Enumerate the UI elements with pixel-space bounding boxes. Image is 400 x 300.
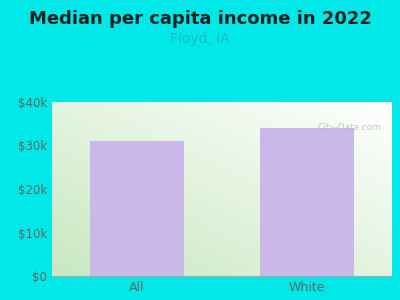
Bar	[260, 128, 354, 276]
Text: City-Data.com: City-Data.com	[318, 123, 382, 132]
Bar	[90, 141, 184, 276]
Text: Median per capita income in 2022: Median per capita income in 2022	[28, 11, 372, 28]
Text: Floyd, IA: Floyd, IA	[170, 32, 230, 46]
